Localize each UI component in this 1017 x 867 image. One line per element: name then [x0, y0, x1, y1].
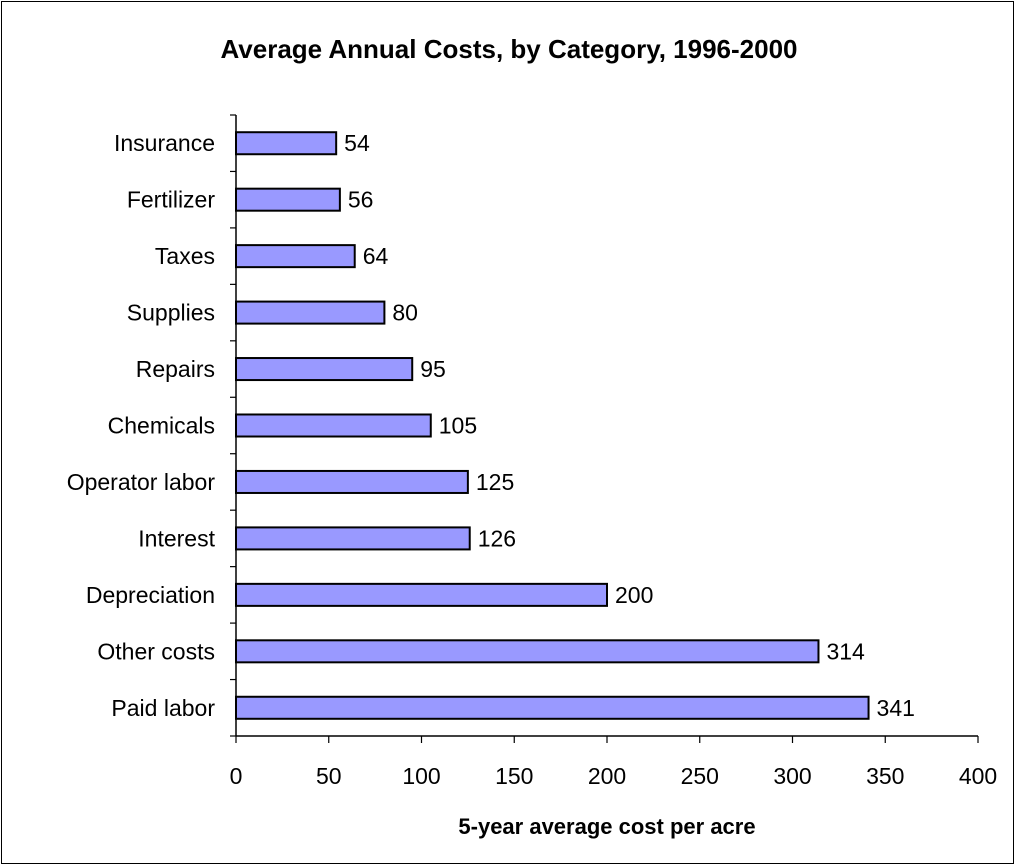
data-label: 80: [392, 300, 418, 326]
x-tick-label: 300: [773, 763, 811, 789]
data-label: 341: [877, 695, 915, 721]
bar: [235, 526, 471, 551]
x-tick-label: 150: [495, 763, 533, 789]
category-label: Insurance: [114, 130, 215, 156]
bar: [235, 244, 356, 269]
bar: [235, 187, 341, 212]
category-label: Depreciation: [86, 582, 215, 608]
category-label: Supplies: [127, 300, 215, 326]
data-label: 200: [615, 582, 653, 608]
bars-group: Insurance 54 Fertilizer 56 Taxes 64 Supplies 80…: [67, 130, 915, 721]
bar: [235, 413, 432, 438]
x-tick-label: 400: [959, 763, 997, 789]
data-label: 64: [363, 243, 389, 269]
x-tick-label: 50: [316, 763, 342, 789]
x-tick-label: 350: [866, 763, 904, 789]
data-label: 54: [344, 130, 370, 156]
category-label: Interest: [138, 525, 215, 551]
bar: [235, 582, 608, 607]
data-label: 126: [478, 525, 516, 551]
data-label: 95: [420, 356, 446, 382]
bar: [235, 131, 338, 156]
chart-title: Average Annual Costs, by Category, 1996-…: [220, 34, 797, 64]
x-axis-label: 5-year average cost per acre: [458, 814, 755, 839]
x-tick-label: 200: [588, 763, 626, 789]
data-label: 125: [476, 469, 514, 495]
x-tick-label: 0: [230, 763, 243, 789]
data-label: 314: [826, 638, 865, 664]
category-label: Repairs: [136, 356, 215, 382]
category-label: Fertilizer: [127, 187, 216, 213]
data-label: 56: [348, 187, 374, 213]
category-label: Chemicals: [108, 413, 215, 439]
bar: [235, 695, 870, 720]
bar: [235, 639, 820, 664]
x-tick-label: 250: [681, 763, 719, 789]
bar: [235, 469, 469, 494]
x-tick-label: 100: [402, 763, 440, 789]
category-label: Paid labor: [111, 695, 215, 721]
axes-group: 0 50 100 150 200 250 300 350 400: [230, 114, 997, 789]
category-label: Other costs: [97, 638, 215, 664]
category-label: Operator labor: [67, 469, 216, 495]
bar: [235, 357, 414, 382]
category-label: Taxes: [155, 243, 215, 269]
data-label: 105: [439, 413, 477, 439]
bar: [235, 300, 386, 325]
